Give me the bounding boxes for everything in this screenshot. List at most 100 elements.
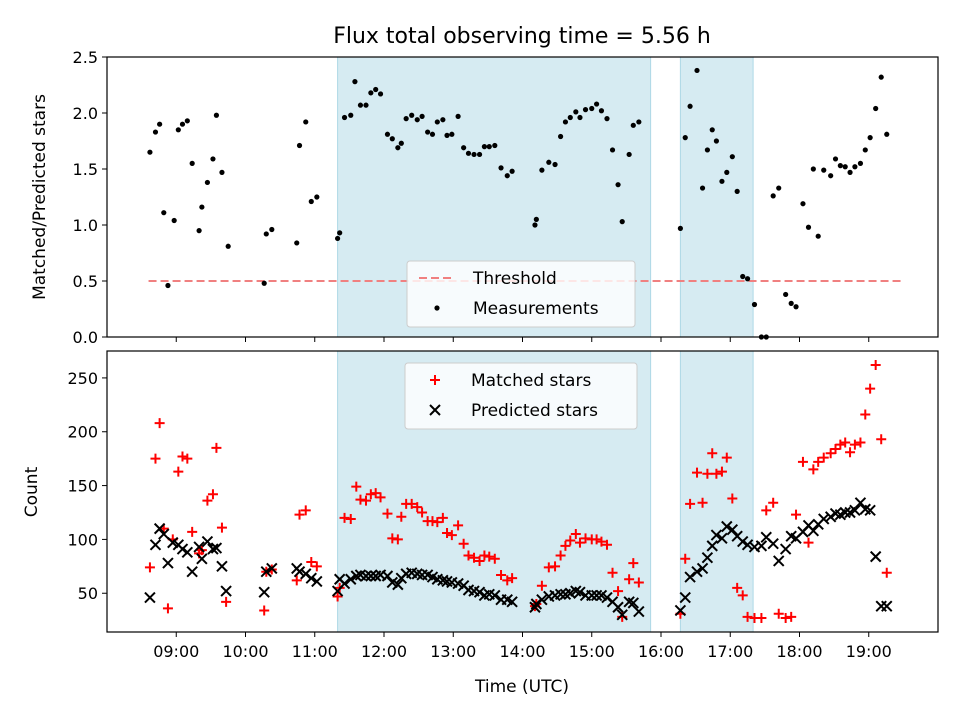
data-point <box>709 127 715 133</box>
data-point <box>384 131 391 137</box>
x-tick-label: 11:00 <box>292 642 338 661</box>
data-point <box>355 494 366 505</box>
data-point <box>881 567 892 578</box>
data-point <box>179 121 186 127</box>
data-point <box>489 589 501 602</box>
data-point <box>486 144 492 150</box>
data-point <box>696 562 709 575</box>
data-point <box>352 79 358 85</box>
data-point <box>776 185 782 191</box>
data-point <box>788 300 794 306</box>
data-point <box>737 590 748 601</box>
data-point <box>425 129 431 135</box>
data-point <box>633 605 645 618</box>
data-point <box>711 468 722 479</box>
data-point <box>636 119 642 125</box>
data-point <box>590 589 603 602</box>
data-point <box>884 131 890 137</box>
data-point <box>204 179 211 186</box>
data-point <box>314 194 320 200</box>
data-point <box>219 169 225 175</box>
data-point <box>339 512 350 523</box>
data-point <box>381 570 394 582</box>
data-point <box>560 540 571 551</box>
data-point <box>202 495 213 506</box>
data-point <box>392 578 404 591</box>
data-point <box>573 109 579 115</box>
data-point <box>476 151 483 158</box>
data-point <box>471 151 477 158</box>
data-point <box>382 508 393 519</box>
x-tick-label: 13:00 <box>430 642 476 661</box>
data-point <box>613 586 624 597</box>
data-point <box>726 524 739 536</box>
data-point <box>351 481 362 492</box>
data-point <box>306 557 317 568</box>
data-point <box>291 575 302 586</box>
chart-title: Flux total observing time = 5.56 h <box>333 24 711 49</box>
y-axis-label-top: Matched/Predicted stars <box>30 94 50 300</box>
data-point <box>674 604 687 617</box>
y-tick-label: 1.0 <box>73 216 98 235</box>
data-point <box>161 210 167 216</box>
data-point <box>481 144 488 150</box>
data-point <box>797 456 808 467</box>
data-point <box>406 498 417 509</box>
data-point <box>626 151 632 158</box>
data-point <box>311 575 323 588</box>
data-point <box>791 509 802 520</box>
data-point <box>574 586 586 598</box>
data-point <box>706 540 718 552</box>
x-tick-label: 09:00 <box>153 642 199 661</box>
data-point <box>446 530 457 541</box>
legend-swatch <box>429 404 441 416</box>
data-point <box>881 600 893 612</box>
data-point <box>803 537 814 548</box>
data-point <box>263 231 269 237</box>
data-point <box>294 509 305 520</box>
y-tick-label: 0.0 <box>73 328 98 347</box>
data-point <box>365 489 376 500</box>
x-tick-label: 10:00 <box>222 642 268 661</box>
observing-window-span <box>679 56 754 338</box>
data-point <box>308 198 314 205</box>
data-point <box>412 502 423 513</box>
legend-label: Threshold <box>472 269 557 289</box>
data-point <box>398 140 404 146</box>
legend-label: Measurements <box>473 299 599 319</box>
data-point <box>701 552 714 564</box>
data-point <box>389 136 395 142</box>
data-point <box>574 537 585 548</box>
data-point <box>876 434 887 445</box>
data-point <box>294 240 300 246</box>
data-point <box>837 163 843 169</box>
data-point <box>612 601 624 613</box>
data-point <box>832 156 839 162</box>
data-point <box>474 555 485 566</box>
data-point <box>377 91 384 97</box>
data-point <box>207 543 219 555</box>
data-point <box>258 586 270 598</box>
data-point <box>780 613 791 624</box>
data-point <box>716 532 728 545</box>
data-point <box>741 539 754 551</box>
data-point <box>539 167 545 173</box>
data-point <box>305 572 317 584</box>
data-point <box>842 164 848 170</box>
data-point <box>713 138 720 144</box>
data-point <box>458 538 469 549</box>
data-point <box>210 156 216 162</box>
data-point <box>193 541 205 553</box>
data-point <box>591 534 602 545</box>
data-point <box>740 273 746 280</box>
data-point <box>216 522 227 533</box>
data-point <box>770 193 776 199</box>
data-point <box>845 447 856 458</box>
data-point <box>546 159 552 165</box>
data-point <box>555 550 566 561</box>
data-point <box>165 282 171 289</box>
data-point <box>704 147 710 153</box>
data-point <box>615 182 621 188</box>
data-point <box>724 169 730 175</box>
data-point <box>150 453 161 464</box>
